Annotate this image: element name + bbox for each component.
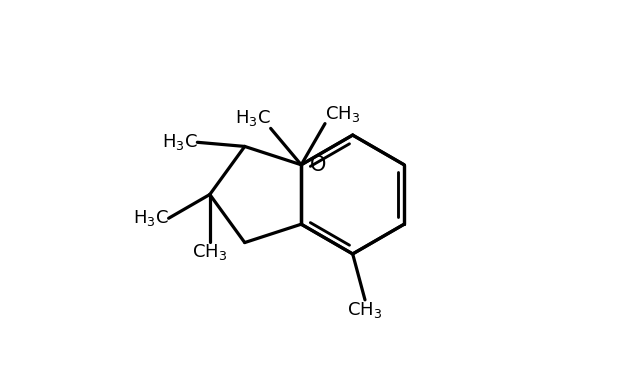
Text: H$_3$C: H$_3$C — [133, 208, 168, 228]
Text: CH$_3$: CH$_3$ — [348, 300, 383, 320]
Text: CH$_3$: CH$_3$ — [192, 242, 227, 262]
Text: O: O — [310, 155, 326, 175]
Text: H$_3$C: H$_3$C — [161, 132, 197, 152]
Text: CH$_3$: CH$_3$ — [325, 103, 360, 124]
Text: H$_3$C: H$_3$C — [235, 109, 271, 128]
